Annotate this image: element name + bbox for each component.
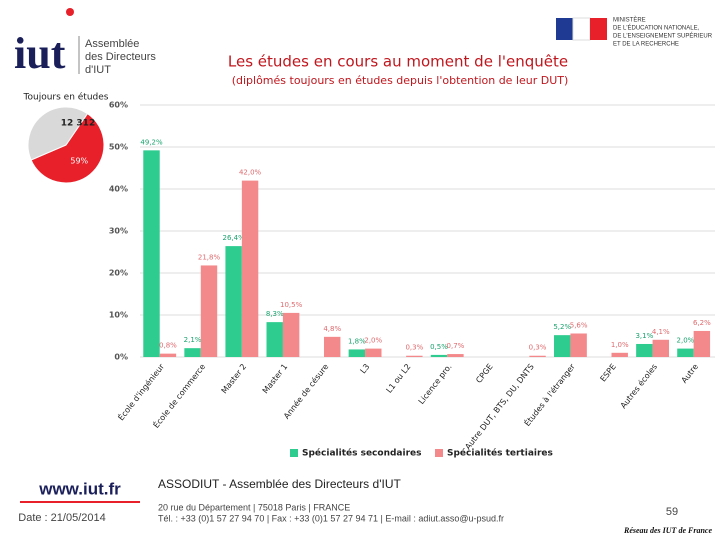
value-label: 4,8% xyxy=(323,325,341,333)
bar xyxy=(570,333,587,357)
flag-blue xyxy=(556,18,573,40)
bar xyxy=(348,349,366,357)
x-tick-label: ESPE xyxy=(599,362,618,383)
bar xyxy=(266,322,283,357)
pie-annotation: 12 312 xyxy=(61,119,95,129)
ministry-line: DE L'ENSEIGNEMENT SUPÉRIEUR xyxy=(613,33,713,40)
legend-label: Spécialités secondaires xyxy=(302,448,421,459)
legend-swatch xyxy=(290,449,298,457)
chart-subtitle: (diplômés toujours en études depuis l'ob… xyxy=(232,74,569,87)
bar xyxy=(447,354,464,357)
value-label: 2,0% xyxy=(364,337,382,345)
pie-slice xyxy=(30,112,105,184)
ministry-line: ET DE LA RECHERCHE xyxy=(613,42,679,48)
contact: Tél. : +33 (0)1 57 27 94 70 | Fax : +33 … xyxy=(158,513,504,523)
value-label: 21,8% xyxy=(198,253,221,261)
value-label: 0,5% xyxy=(430,343,448,351)
ministry-line: MINISTÈRE xyxy=(613,17,646,24)
y-tick-label: 0% xyxy=(114,353,128,362)
y-tick-label: 10% xyxy=(109,311,128,320)
value-label: 2,0% xyxy=(677,337,695,345)
pie-title: Toujours en études xyxy=(23,92,109,103)
value-label: 0,7% xyxy=(447,342,465,350)
bar xyxy=(529,355,546,357)
value-label: 0,3% xyxy=(529,344,547,352)
bar xyxy=(282,312,300,357)
org: ASSODIUT - Assemblée des Directeurs d'IU… xyxy=(158,477,401,491)
value-label: 3,1% xyxy=(635,332,653,340)
x-tick-label: Master 1 xyxy=(261,362,290,395)
ministry: MINISTÈRE DE L'ÉDUCATION NATIONALE, DE L… xyxy=(613,17,713,48)
bar xyxy=(611,352,628,357)
y-tick-label: 20% xyxy=(109,269,128,278)
x-tick-label: Autre DUT, BTS, DU, DNTS xyxy=(463,362,535,451)
date: Date : 21/05/2014 xyxy=(18,512,105,524)
flag-red xyxy=(590,18,607,40)
logo-line: d'IUT xyxy=(85,64,111,76)
value-label: 42,0% xyxy=(239,169,262,177)
bar xyxy=(143,150,160,357)
y-tick-label: 30% xyxy=(109,227,128,236)
bar xyxy=(241,180,259,357)
value-label: 8,3% xyxy=(266,310,284,318)
legend-swatch xyxy=(435,449,443,457)
bar xyxy=(636,343,653,357)
x-tick-label: Autre xyxy=(680,362,701,385)
logo-line: Assemblée xyxy=(85,38,139,50)
bar xyxy=(652,339,669,357)
value-label: 0,3% xyxy=(405,344,423,352)
legend-label: Spécialités tertiaires xyxy=(447,448,553,459)
x-tick-label: Autres écoles xyxy=(618,362,659,411)
bar xyxy=(200,265,218,357)
chart-title: Les études en cours au moment de l'enquê… xyxy=(228,53,568,71)
y-tick-label: 40% xyxy=(109,185,128,194)
x-tick-label: Master 2 xyxy=(220,362,249,395)
bar xyxy=(693,330,711,357)
value-label: 4,1% xyxy=(652,328,670,336)
website: www.iut.fr xyxy=(38,479,121,498)
value-label: 5,6% xyxy=(570,321,588,329)
x-tick-label: École d'ingénieur xyxy=(115,360,167,422)
bar xyxy=(430,354,448,357)
value-label: 10,5% xyxy=(280,301,303,309)
x-tick-label: Licence pro. xyxy=(417,362,454,406)
value-label: 26,4% xyxy=(223,234,246,242)
value-label: 5,2% xyxy=(553,323,571,331)
bar xyxy=(365,348,382,357)
bar xyxy=(406,355,423,357)
value-label: 2,1% xyxy=(184,336,202,344)
address: 20 rue du Département | 75018 Paris | FR… xyxy=(158,502,350,512)
x-tick-label: CPGE xyxy=(474,362,494,385)
pie-label: 59% xyxy=(70,157,88,166)
bar xyxy=(184,348,201,357)
x-tick-label: L3 xyxy=(359,362,372,375)
y-tick-label: 60% xyxy=(109,101,128,110)
value-label: 6,2% xyxy=(693,319,711,327)
bar xyxy=(225,246,242,357)
value-label: 1,8% xyxy=(348,337,366,345)
x-tick-label: L1 ou L2 xyxy=(384,362,412,394)
page-number: 59 xyxy=(666,506,678,518)
bar xyxy=(324,336,341,357)
y-tick-label: 50% xyxy=(109,143,128,152)
logo: iut xyxy=(14,29,66,78)
value-label: 49,2% xyxy=(140,138,163,146)
ministry-line: DE L'ÉDUCATION NATIONALE, xyxy=(613,25,700,32)
logo-line: des Directeurs xyxy=(85,51,156,63)
x-tick-label: Année de césure xyxy=(281,362,330,421)
bar xyxy=(159,353,177,357)
bar xyxy=(677,348,694,357)
logo-dot xyxy=(66,8,74,16)
pie-slice xyxy=(27,106,89,161)
bar xyxy=(554,335,571,357)
logo-text: Assemblée des Directeurs d'IUT xyxy=(85,38,156,76)
value-label: 0,8% xyxy=(159,342,177,350)
flag-white xyxy=(572,17,591,41)
network: Réseau des IUT de France xyxy=(623,526,712,535)
value-label: 1,0% xyxy=(611,341,629,349)
